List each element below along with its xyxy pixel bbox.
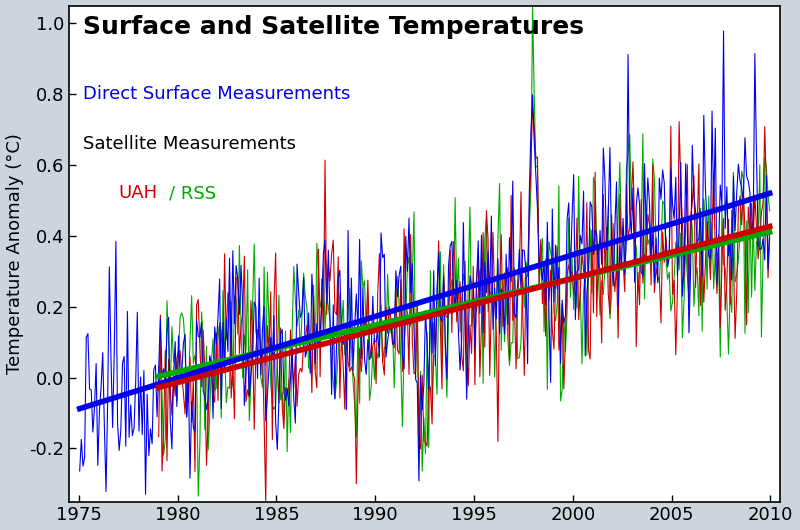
Text: Satellite Measurements: Satellite Measurements (83, 135, 296, 153)
Text: Surface and Satellite Temperatures: Surface and Satellite Temperatures (83, 15, 584, 39)
Text: Direct Surface Measurements: Direct Surface Measurements (83, 85, 350, 103)
Text: UAH: UAH (118, 184, 158, 202)
Text: / RSS: / RSS (169, 184, 216, 202)
Y-axis label: Temperature Anomaly (°C): Temperature Anomaly (°C) (6, 133, 23, 374)
